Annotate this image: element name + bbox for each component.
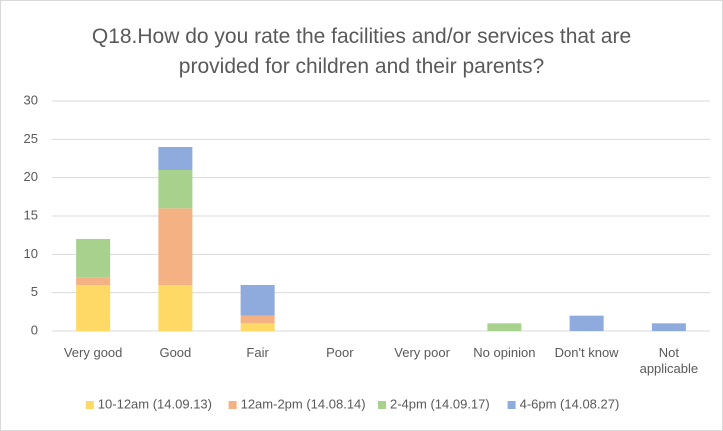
y-tick-label: 0	[31, 322, 38, 337]
x-tick-label: No opinion	[473, 345, 536, 360]
bar-segment	[158, 170, 193, 209]
legend-label: 10-12am (14.09.13)	[98, 396, 212, 411]
y-tick-label: 30	[24, 92, 38, 107]
x-tick-label: Very poor	[394, 345, 450, 360]
bar-segment	[76, 285, 111, 331]
bar-segment	[158, 208, 193, 285]
y-tick-label: 5	[31, 284, 38, 299]
legend-swatch	[85, 401, 94, 409]
x-tick-label: Don't know	[554, 345, 619, 360]
y-tick-label: 25	[24, 131, 38, 146]
x-tick-label: Fair	[246, 345, 269, 360]
y-tick-label: 10	[24, 246, 38, 261]
bar-segment	[76, 239, 111, 278]
x-tick-label: Poor	[326, 345, 354, 360]
bar-segment	[240, 323, 275, 331]
bar-segment	[158, 285, 193, 331]
legend-label: 2-4pm (14.09.17)	[390, 396, 490, 411]
y-tick-label: 15	[24, 207, 38, 222]
chart-title: Q18.How do you rate the facilities and/o…	[91, 25, 632, 78]
legend-label: 4-6pm (14.08.27)	[520, 396, 620, 411]
bar-segment	[487, 323, 522, 331]
legend-swatch	[228, 401, 237, 409]
legend-swatch	[378, 401, 386, 409]
x-tick-label: Not applicable	[639, 345, 699, 376]
bar-segment	[240, 315, 275, 324]
bar-segment	[651, 323, 686, 331]
bar-segment	[569, 315, 604, 331]
bar-segment	[158, 147, 193, 170]
bar-segment	[76, 277, 111, 285]
y-tick-label: 20	[24, 169, 38, 184]
legend-label: 12am-2pm (14.08.14)	[241, 396, 366, 411]
x-tick-label: Very good	[63, 345, 123, 360]
x-tick-label: Good	[159, 345, 192, 360]
bar-segment	[240, 285, 275, 316]
legend-swatch	[507, 401, 516, 409]
